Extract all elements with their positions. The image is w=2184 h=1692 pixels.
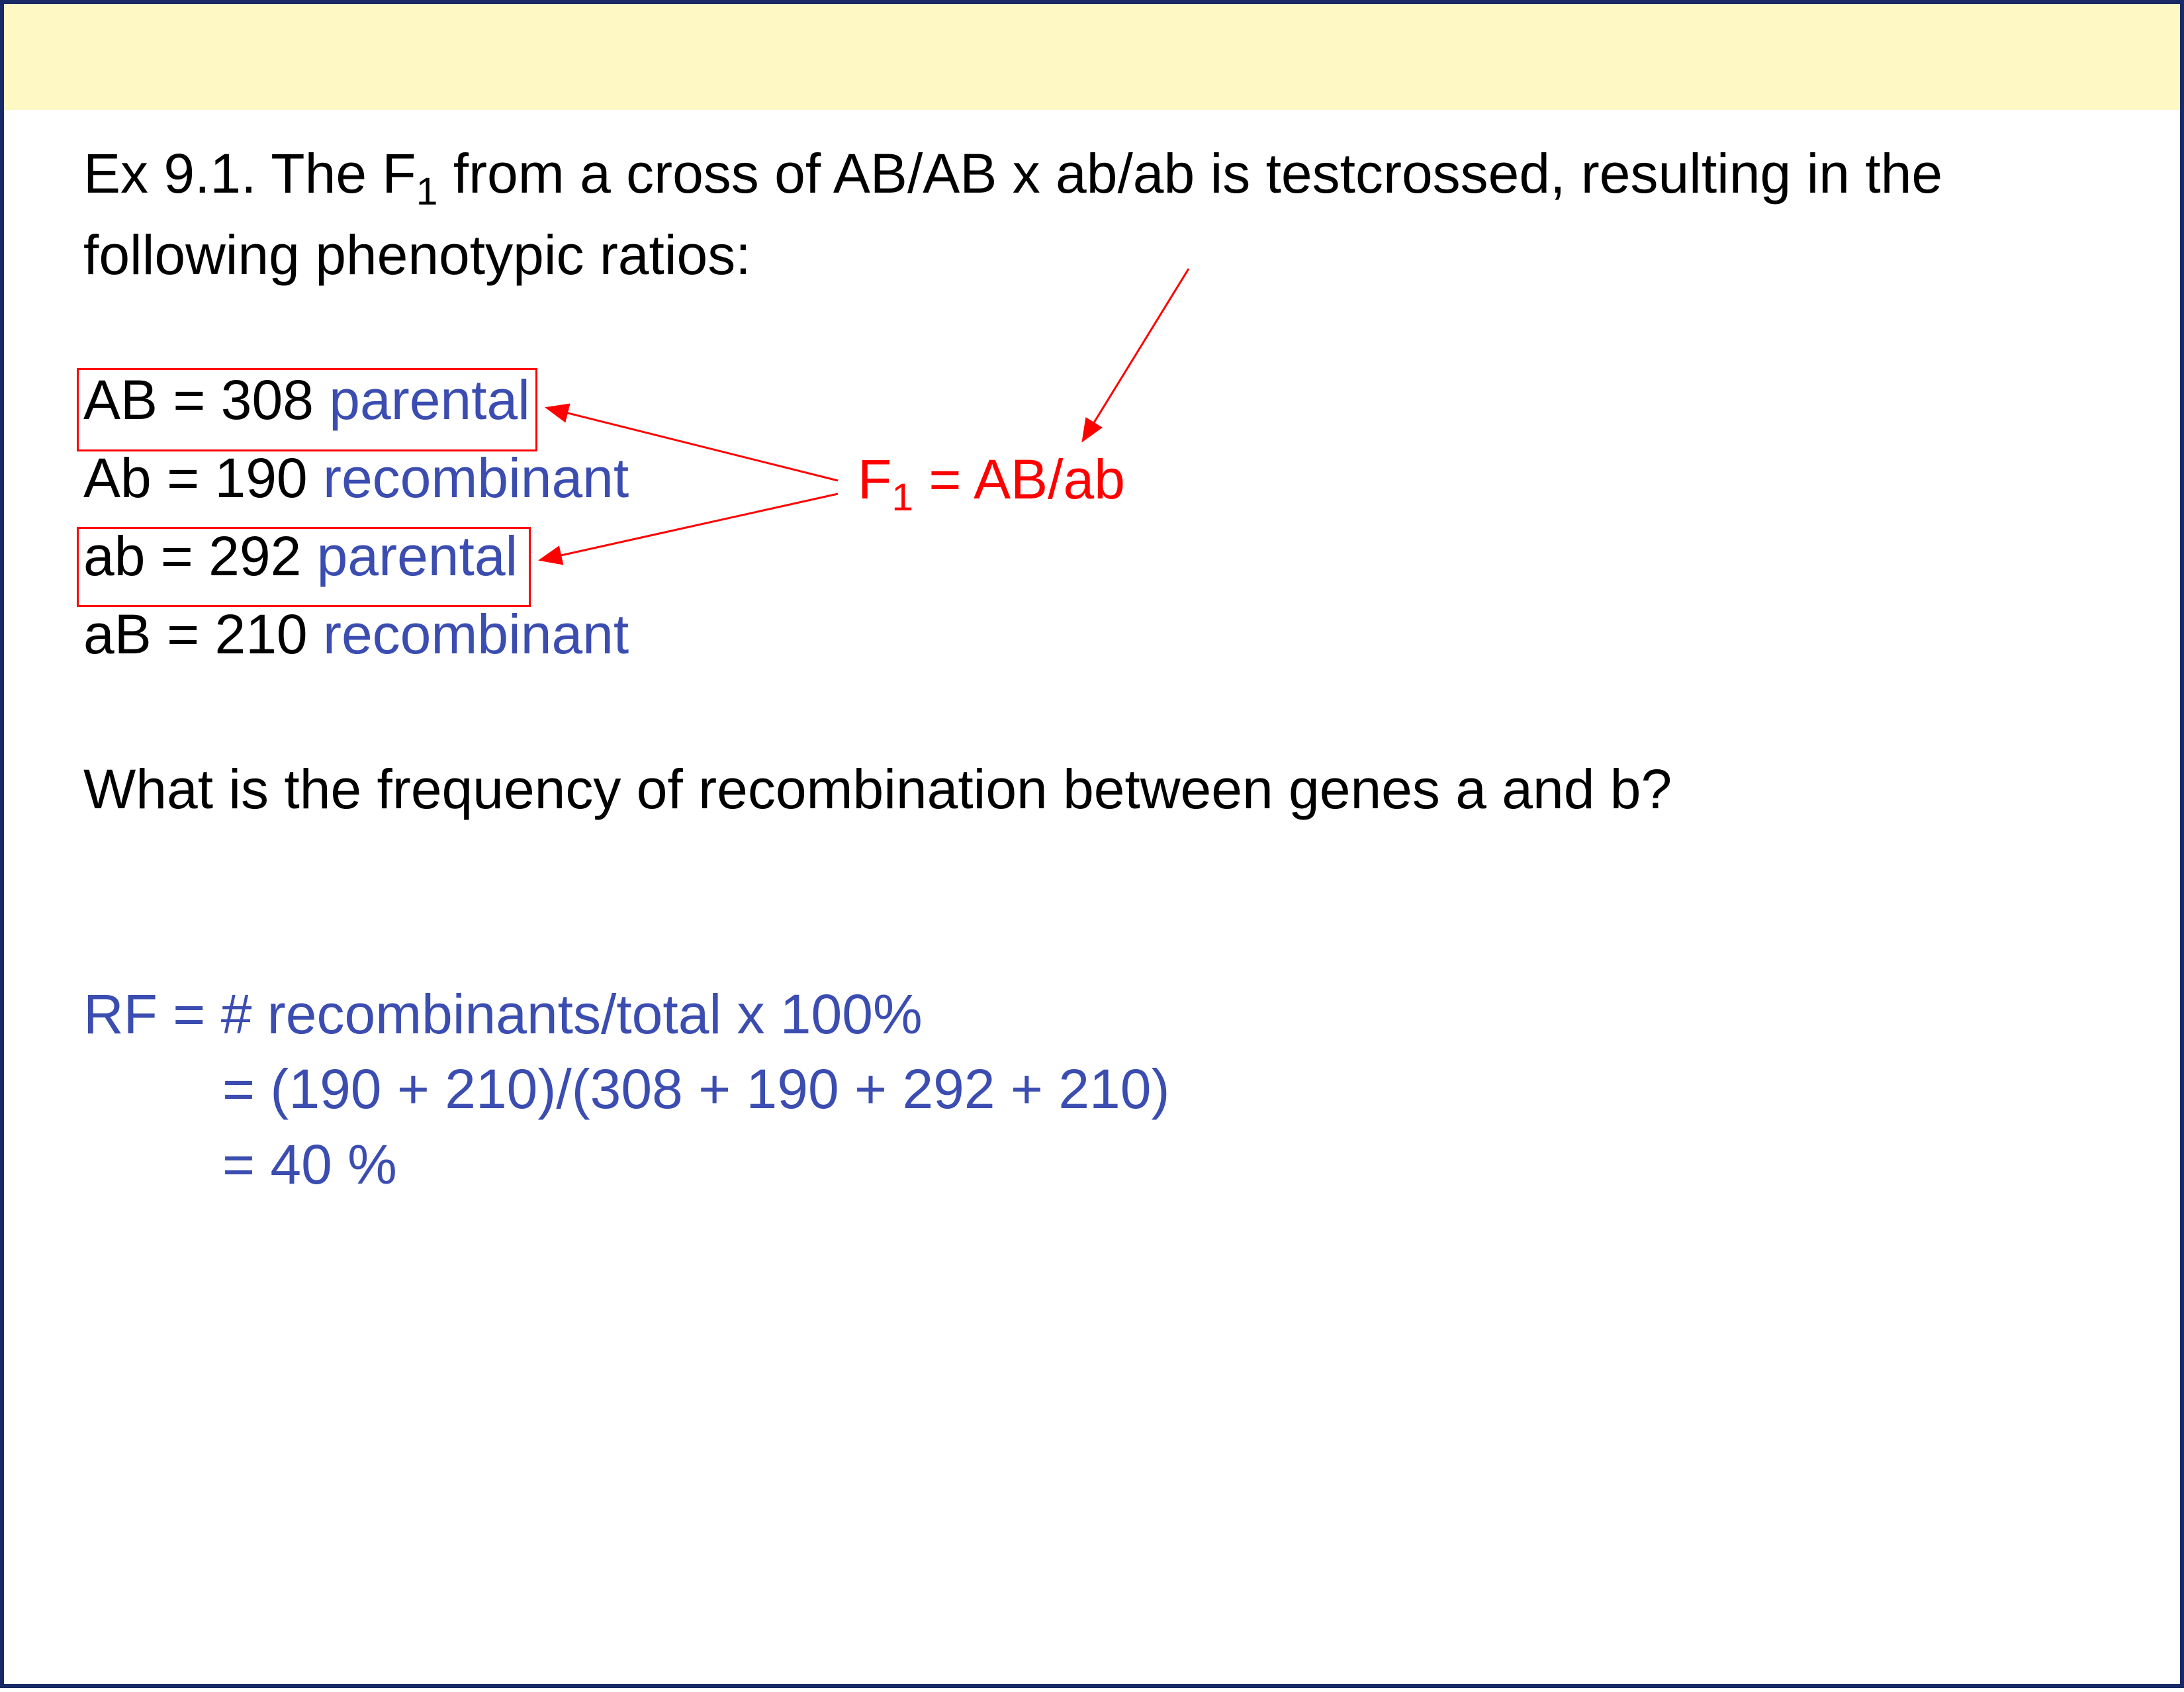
- title-band: [4, 4, 2180, 110]
- f1-rest: = AB/ab: [913, 448, 1125, 510]
- question-text: What is the frequency of recombination b…: [83, 752, 2140, 827]
- f1-annotation: F1 = AB/ab: [858, 447, 1125, 520]
- body: Ex 9.1. The F1 from a cross of AB/AB x a…: [83, 136, 2140, 293]
- phenotype-geno: Ab = 190: [83, 447, 323, 509]
- arrow: [1083, 269, 1189, 441]
- phenotype-type: recombinant: [323, 603, 629, 665]
- phenotype-type: recombinant: [323, 447, 629, 509]
- calc-line-3: = 40 %: [83, 1127, 1169, 1202]
- f1-prefix: F: [858, 448, 891, 510]
- f1-sub: 1: [891, 476, 913, 519]
- phenotype-row: aB = 210 recombinant: [83, 602, 629, 667]
- intro-sub: 1: [416, 170, 438, 213]
- question-span: What is the frequency of recombination b…: [83, 758, 1672, 820]
- phenotype-geno: ab = 292: [83, 525, 317, 587]
- phenotype-geno: AB = 308: [83, 369, 329, 431]
- intro-prefix: Ex 9.1. The F: [83, 142, 416, 205]
- calc-line-1: RF = # recombinants/total x 100%: [83, 977, 1169, 1052]
- phenotype-row: Ab = 190 recombinant: [83, 446, 629, 510]
- calc-line-2: = (190 + 210)/(308 + 190 + 292 + 210): [83, 1052, 1169, 1127]
- calculation-block: RF = # recombinants/total x 100% = (190 …: [83, 977, 1169, 1202]
- phenotype-row: ab = 292 parental: [83, 524, 518, 588]
- phenotype-type: parental: [329, 369, 530, 431]
- slide: Ex 9.1. The F1 from a cross of AB/AB x a…: [0, 0, 2184, 1688]
- phenotype-row: AB = 308 parental: [83, 368, 530, 432]
- intro-text: Ex 9.1. The F1 from a cross of AB/AB x a…: [83, 136, 2140, 293]
- phenotype-type: parental: [317, 525, 518, 587]
- phenotype-geno: aB = 210: [83, 603, 323, 665]
